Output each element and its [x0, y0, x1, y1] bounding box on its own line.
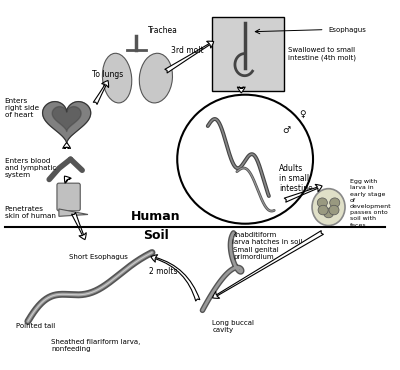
FancyBboxPatch shape: [57, 183, 80, 211]
Circle shape: [330, 198, 340, 208]
Text: Enters
right side
of heart: Enters right side of heart: [4, 98, 39, 118]
Ellipse shape: [139, 53, 172, 103]
Text: ♂: ♂: [282, 126, 290, 135]
FancyBboxPatch shape: [212, 17, 284, 91]
Text: Enters blood
and lymphatic
system: Enters blood and lymphatic system: [4, 158, 56, 178]
Circle shape: [324, 208, 334, 218]
Text: ♀: ♀: [300, 110, 306, 118]
Circle shape: [318, 205, 328, 215]
Text: Sheathed filariform larva,
nonfeeding: Sheathed filariform larva, nonfeeding: [51, 339, 140, 352]
Text: Trachea: Trachea: [148, 26, 178, 35]
Text: Rhabditiform
larva hatches in soil: Rhabditiform larva hatches in soil: [232, 232, 302, 245]
Text: To lungs: To lungs: [92, 70, 123, 79]
Text: Esophagus: Esophagus: [328, 27, 366, 33]
Text: Pointed tail: Pointed tail: [16, 323, 56, 329]
Text: Egg with
larva in
early stage
of
development
passes onto
soil with
feces: Egg with larva in early stage of develop…: [350, 179, 392, 228]
Polygon shape: [52, 107, 81, 131]
Text: Penetrates
skin of human: Penetrates skin of human: [4, 206, 56, 219]
Text: Adults
in small
intestine: Adults in small intestine: [279, 164, 313, 194]
Text: Long buccal
cavity: Long buccal cavity: [212, 320, 254, 333]
Circle shape: [317, 198, 327, 208]
Text: Swallowed to small
intestine (4th molt): Swallowed to small intestine (4th molt): [288, 47, 356, 61]
Text: 3rd molt: 3rd molt: [172, 46, 204, 55]
Text: Soil: Soil: [143, 229, 169, 242]
Polygon shape: [42, 102, 91, 143]
Ellipse shape: [312, 189, 345, 226]
Text: Short Esophagus: Short Esophagus: [68, 254, 128, 260]
Polygon shape: [59, 209, 88, 216]
Text: Human: Human: [131, 210, 181, 223]
Circle shape: [329, 205, 339, 215]
Text: 2 molts: 2 molts: [149, 267, 178, 276]
Ellipse shape: [102, 53, 132, 103]
Text: Small genital
primordium: Small genital primordium: [234, 247, 279, 260]
